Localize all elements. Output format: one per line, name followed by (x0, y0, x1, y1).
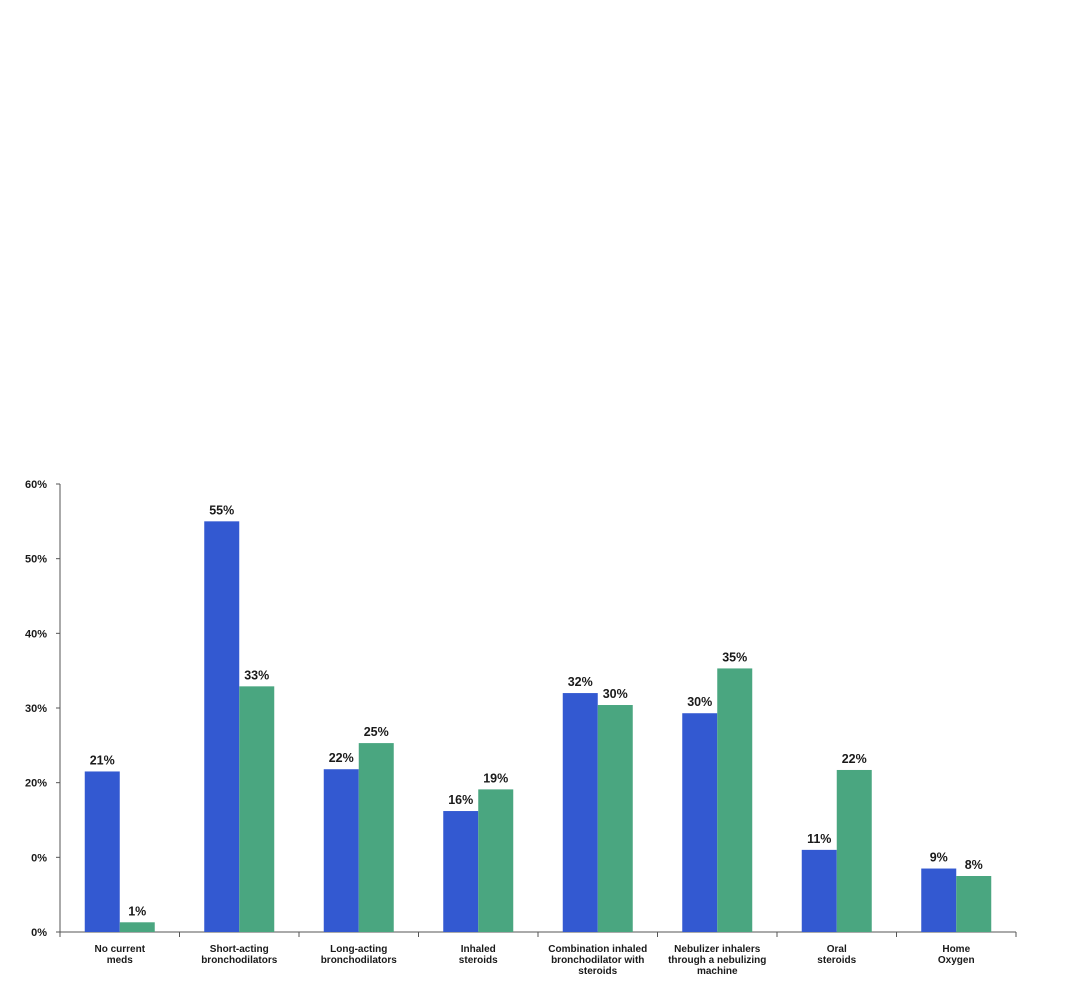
data-label: 19% (483, 771, 508, 785)
y-tick-label: 0% (31, 927, 47, 939)
data-label: 16% (448, 793, 473, 807)
bar (562, 693, 598, 932)
x-category-label-line: Short-acting (210, 944, 269, 955)
data-label: 32% (568, 675, 593, 689)
x-category-label-line: steroids (578, 966, 617, 977)
x-category-label: No current meds (94, 944, 145, 966)
bar (956, 876, 992, 932)
x-category-label-line: Long-acting (330, 944, 387, 955)
bar (836, 769, 872, 932)
x-category-label-line: Combination inhaled (548, 944, 647, 955)
x-category-label-line: meds (107, 955, 134, 966)
data-label: 11% (807, 832, 831, 846)
data-label: 22% (842, 752, 867, 766)
y-tick-label: 0% (31, 852, 47, 864)
bar (204, 521, 240, 932)
x-category-label-line: bronchodilator with (551, 955, 644, 966)
x-category-label-line: bronchodilators (201, 955, 278, 966)
y-tick-label: 40% (25, 628, 47, 640)
bar (682, 713, 718, 932)
bar (801, 849, 837, 932)
x-category-label-line: Oxygen (938, 955, 975, 966)
x-category-label-line: Inhaled (461, 944, 496, 955)
data-label: 1% (128, 904, 146, 918)
x-category-label-line: Oral (827, 944, 847, 955)
y-tick-label: 50% (25, 554, 47, 566)
bar (323, 769, 359, 932)
x-category-label: Inhaled steroids (459, 944, 498, 966)
x-category-label-line: No current (94, 944, 145, 955)
bar (443, 811, 479, 932)
x-category-label-line: steroids (459, 955, 498, 966)
x-category-label-line: Nebulizer inhalers (674, 944, 761, 955)
data-label: 33% (244, 668, 269, 682)
x-category-label: Short-acting bronchodilators (201, 944, 278, 966)
y-tick-label: 60% (25, 479, 47, 491)
data-label: 22% (329, 751, 354, 765)
bar (921, 868, 957, 932)
bar (717, 668, 753, 932)
data-label: 30% (603, 687, 628, 701)
data-label: 25% (364, 725, 389, 739)
bar (84, 771, 120, 932)
data-label: 8% (965, 858, 983, 872)
data-label: 55% (209, 503, 234, 517)
x-category-label-line: Home (942, 944, 970, 955)
x-category-label: Home Oxygen (938, 944, 975, 966)
x-category-label: Nebulizer inhalers through a nebulizing ma… (668, 944, 766, 977)
data-label: 21% (90, 753, 115, 767)
bar (358, 743, 394, 932)
bar (597, 705, 633, 932)
y-tick-label: 20% (25, 778, 47, 790)
x-category-label: Long-acting bronchodilators (321, 944, 398, 966)
bar (478, 789, 514, 932)
data-label: 35% (722, 650, 747, 664)
bar (239, 686, 275, 932)
data-label: 30% (687, 695, 712, 709)
x-category-label: Oral steroids (817, 944, 856, 966)
x-category-label-line: bronchodilators (321, 955, 398, 966)
bar (119, 922, 155, 932)
data-label: 9% (930, 851, 948, 865)
x-category-label-line: machine (697, 966, 738, 977)
y-tick-label: 30% (25, 703, 47, 715)
x-category-label-line: steroids (817, 955, 856, 966)
x-category-label-line: through a nebulizing (668, 955, 766, 966)
x-category-label: Combination inhaled bronchodilator with st… (548, 944, 647, 977)
